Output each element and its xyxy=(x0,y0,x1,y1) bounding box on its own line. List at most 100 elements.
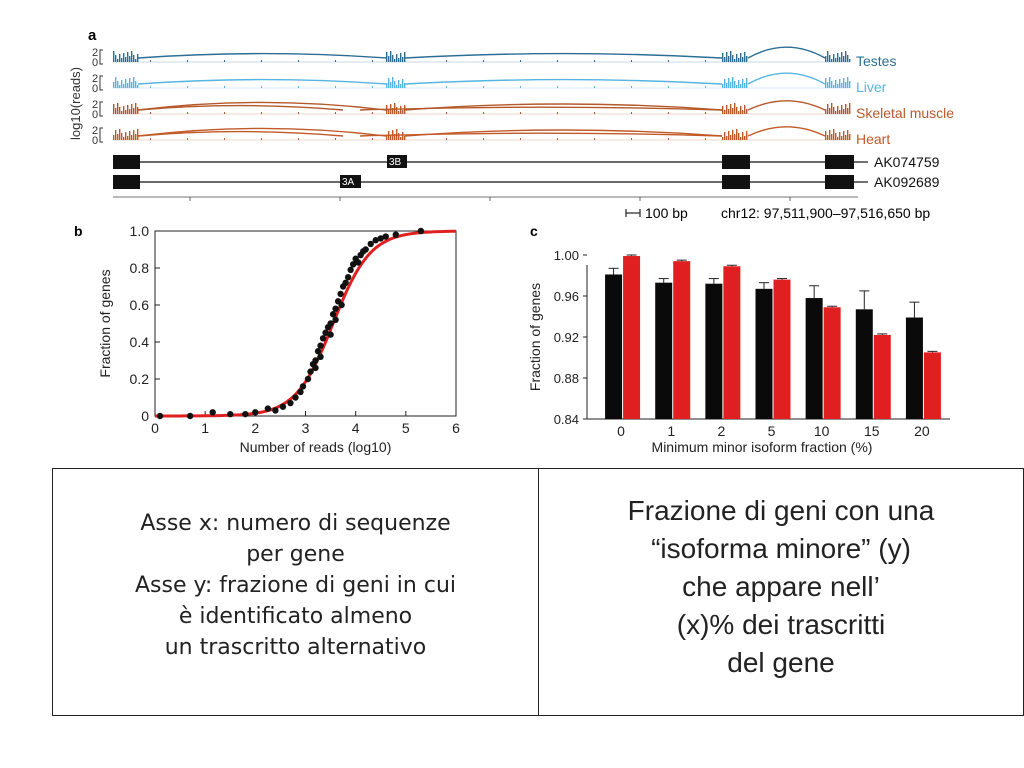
x-tick-label: 0 xyxy=(617,423,625,439)
data-point xyxy=(322,329,329,336)
data-point xyxy=(319,335,327,342)
data-point xyxy=(272,407,279,414)
x-axis-label: Number of reads (log10) xyxy=(240,439,392,455)
y-tick-label: 0.2 xyxy=(130,371,150,387)
coverage-bars xyxy=(722,103,748,114)
panel-c-label: c xyxy=(530,223,538,239)
transcript-AK092689: AK092689 xyxy=(113,174,940,190)
coverage-sparse xyxy=(150,112,706,114)
x-tick-label: 20 xyxy=(914,423,930,439)
data-point xyxy=(377,235,384,242)
track-label: Testes xyxy=(856,53,896,69)
track-axis-bracket xyxy=(99,75,103,91)
bar xyxy=(855,309,873,419)
exon-block xyxy=(113,175,140,189)
coverage-sparse xyxy=(150,60,706,62)
x-tick-label: 1 xyxy=(201,420,209,436)
splice-arc xyxy=(137,104,344,111)
x-axis-label: Minimum minor isoform fraction (%) xyxy=(652,439,873,455)
bar xyxy=(755,288,773,419)
exon-block xyxy=(113,155,140,169)
y-axis-label: Fraction of genes xyxy=(527,283,543,391)
x-tick-label: 3 xyxy=(302,420,310,436)
y-tick-label: 0.88 xyxy=(554,371,579,386)
exon-block xyxy=(825,155,854,169)
y-tick-label: 0.8 xyxy=(130,260,150,276)
bar xyxy=(823,307,841,419)
splice-arc xyxy=(359,106,723,111)
coverage-bars xyxy=(825,103,851,114)
x-tick-label: 15 xyxy=(864,423,880,439)
fit-curve xyxy=(155,229,457,418)
data-point xyxy=(242,410,249,418)
data-point xyxy=(312,364,319,372)
data-point xyxy=(382,233,389,240)
coverage-bars xyxy=(386,77,406,88)
track-ytick-2: 2 xyxy=(92,73,98,85)
data-point xyxy=(304,375,312,383)
bar xyxy=(923,352,941,419)
coverage-sparse xyxy=(150,138,706,140)
track-heart: 20 Heart xyxy=(92,125,890,147)
y-tick-label: 0.84 xyxy=(554,412,579,427)
bar xyxy=(623,256,641,419)
y-axis-label: Fraction of genes xyxy=(97,269,113,377)
splice-arc xyxy=(404,78,723,85)
bar xyxy=(773,279,791,419)
y-tick-label: 0.6 xyxy=(130,297,150,313)
panel-c: c 0.84 0.88 0.92 0.96 1.00 Fraction of genes M… xyxy=(527,223,950,455)
caption-left-line: Asse y: frazione di geni in cui xyxy=(134,572,456,598)
exon-block xyxy=(722,175,750,189)
exon-3a: 3A xyxy=(340,175,361,188)
splice-arc xyxy=(747,46,826,59)
y-tick-label: 0.92 xyxy=(554,330,579,345)
exon-3b-block xyxy=(387,155,407,168)
panel-b-label: b xyxy=(74,223,83,239)
caption-right-text: Frazione di geni con una “isoforma minore… xyxy=(628,492,935,692)
data-point xyxy=(317,342,324,349)
splice-arc xyxy=(747,72,826,85)
data-point xyxy=(292,394,299,401)
splice-arc xyxy=(137,78,387,85)
data-point xyxy=(347,266,354,274)
splice-arc xyxy=(747,126,826,137)
data-point xyxy=(287,399,294,407)
data-point xyxy=(299,383,307,390)
track-ytick-2: 2 xyxy=(92,99,98,111)
coverage-bars xyxy=(825,129,851,140)
caption-left-line: è identificato almeno xyxy=(178,603,413,629)
caption-left-line: un trascritto alternativo xyxy=(164,634,427,660)
panel-b: b 0 1 2 3 4 5 6 0 0.2 0.4 0.6 0.8 1.0 Number of reads… xyxy=(74,223,460,455)
scale-label: 100 bp xyxy=(645,205,688,221)
track-axis-bracket xyxy=(99,127,103,143)
panel-a-ylabel: log10(reads) xyxy=(68,67,83,140)
panel-c-plot: 0.84 0.88 0.92 0.96 1.00 Fraction of genes Min… xyxy=(527,248,950,455)
data-point xyxy=(344,274,352,281)
coverage-bars xyxy=(722,51,748,62)
splice-arc xyxy=(137,127,387,137)
caption-left-cell: Asse x: numero di sequenze per gene Asse y… xyxy=(53,469,539,715)
splice-arc xyxy=(747,100,826,111)
data-point xyxy=(338,301,345,309)
track-ytick-0: 0 xyxy=(92,109,98,121)
track-axis-bracket xyxy=(99,49,103,65)
coverage-bars xyxy=(113,103,139,114)
splice-arc xyxy=(404,52,723,59)
data-point xyxy=(209,409,216,416)
data-point xyxy=(327,331,334,338)
data-point xyxy=(156,412,164,420)
bar xyxy=(655,282,673,419)
x-tick-label: 6 xyxy=(452,420,460,436)
transcript-label: AK092689 xyxy=(874,174,940,190)
data-point xyxy=(367,240,374,248)
coverage-bars xyxy=(386,129,406,140)
exon-block xyxy=(722,155,750,169)
data-point xyxy=(264,405,272,412)
coverage-bars xyxy=(386,51,406,62)
coverage-bars xyxy=(722,129,748,140)
bar xyxy=(723,266,741,419)
coverage-bars xyxy=(113,129,139,140)
data-point xyxy=(417,227,425,235)
